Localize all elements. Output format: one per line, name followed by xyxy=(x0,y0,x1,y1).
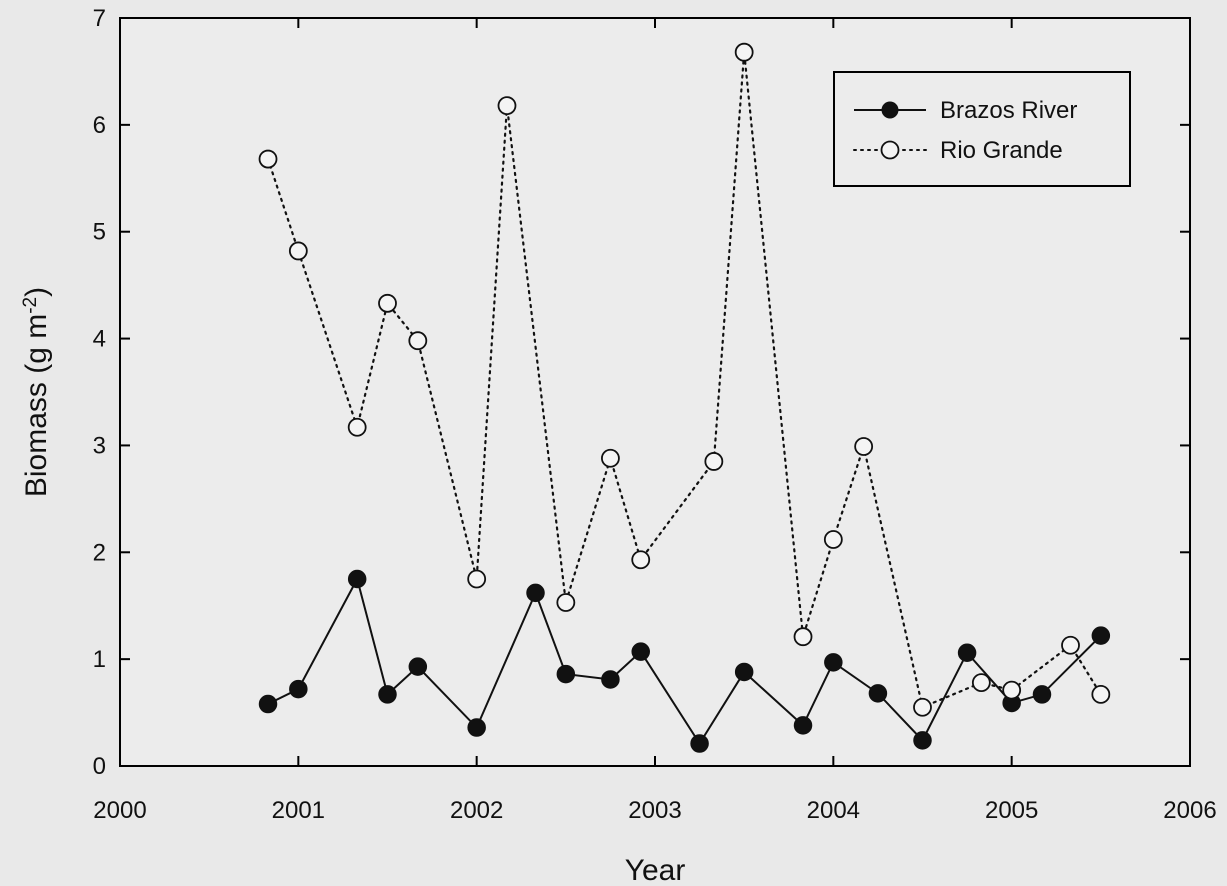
data-point xyxy=(601,670,620,689)
data-point xyxy=(631,642,650,661)
legend-box xyxy=(833,71,1131,187)
legend-label: Brazos River xyxy=(940,97,1077,124)
data-point xyxy=(467,718,486,737)
x-tick-label: 2006 xyxy=(1163,797,1216,824)
data-point xyxy=(347,417,367,437)
y-axis-title-base: Biomass (g m xyxy=(20,314,53,497)
legend-marker xyxy=(880,140,900,160)
y-axis-title-end: ) xyxy=(20,287,53,297)
data-point xyxy=(913,697,932,717)
legend-marker xyxy=(881,101,899,119)
data-point xyxy=(378,685,397,704)
x-tick-label: 2001 xyxy=(272,797,325,824)
data-point xyxy=(526,583,545,603)
data-point xyxy=(823,530,843,549)
y-tick-label: 5 xyxy=(93,219,106,246)
data-point xyxy=(497,96,517,116)
data-point xyxy=(824,653,843,672)
y-tick-label: 2 xyxy=(93,539,106,566)
data-point xyxy=(793,627,813,647)
series-line xyxy=(266,52,1102,709)
data-point xyxy=(556,664,576,684)
data-point xyxy=(690,734,709,753)
series-layer xyxy=(258,42,1111,753)
data-point xyxy=(631,550,651,570)
y-tick-label: 1 xyxy=(93,646,106,673)
data-point xyxy=(704,452,724,471)
data-point xyxy=(913,731,932,750)
y-tick-label: 6 xyxy=(93,112,106,139)
data-point xyxy=(1091,685,1111,704)
x-tick-label: 2003 xyxy=(628,797,681,824)
data-point xyxy=(957,643,977,662)
y-tick-label: 7 xyxy=(93,5,106,32)
data-point xyxy=(601,448,620,468)
series-rio-grande xyxy=(258,42,1111,717)
x-tick-label: 2000 xyxy=(93,797,146,824)
data-point xyxy=(378,293,397,313)
data-point xyxy=(734,42,754,62)
data-point xyxy=(258,694,278,714)
data-point xyxy=(408,657,428,676)
data-point xyxy=(289,679,308,699)
data-point xyxy=(288,241,308,261)
y-tick-label: 4 xyxy=(93,326,106,353)
y-axis-title: Biomass (g m-2) xyxy=(20,287,54,497)
x-tick-label: 2002 xyxy=(450,797,503,824)
data-point xyxy=(1002,680,1022,700)
legend-entry: Rio Grande xyxy=(853,137,1063,164)
data-point xyxy=(793,716,813,735)
y-axis-title-superscript: -2 xyxy=(20,297,41,314)
data-point xyxy=(1091,626,1111,645)
data-point xyxy=(258,149,278,169)
x-axis-title: Year xyxy=(625,854,686,886)
x-tick-label: 2005 xyxy=(985,797,1038,824)
data-point xyxy=(408,331,428,351)
x-tick-label: 2004 xyxy=(807,797,860,824)
y-tick-label: 0 xyxy=(93,753,106,780)
data-point xyxy=(347,569,367,589)
data-point xyxy=(854,437,874,456)
y-tick-label: 3 xyxy=(93,432,106,459)
data-point xyxy=(556,593,576,612)
legend: Brazos River Rio Grande xyxy=(833,71,1131,187)
data-point xyxy=(1032,685,1052,704)
axes: 2000 2001 2002 2003 2004 2005 2006 0 1 2 3 4 5 6 7 xyxy=(93,5,1217,824)
data-point xyxy=(467,569,487,589)
data-point xyxy=(868,684,888,703)
data-point xyxy=(971,673,991,693)
legend-entry: Brazos River xyxy=(854,97,1077,124)
legend-label: Rio Grande xyxy=(940,137,1063,164)
data-point xyxy=(734,662,754,682)
data-point xyxy=(1061,635,1080,655)
